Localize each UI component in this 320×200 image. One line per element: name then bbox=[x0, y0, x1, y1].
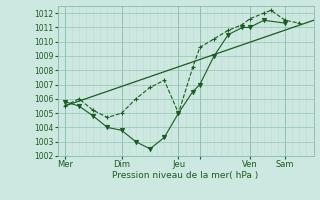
X-axis label: Pression niveau de la mer( hPa ): Pression niveau de la mer( hPa ) bbox=[112, 171, 259, 180]
